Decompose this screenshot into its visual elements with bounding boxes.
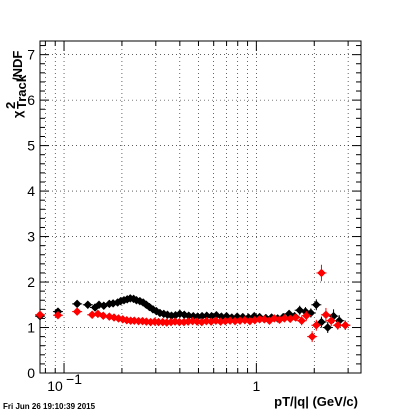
data-point <box>317 268 326 278</box>
axes <box>39 40 362 374</box>
data-point <box>35 310 45 320</box>
y-tick-label: 0 <box>27 365 35 381</box>
y-axis-title-suffix: /NDF <box>10 51 25 81</box>
data-point <box>291 313 300 322</box>
x-axis-title: pT/|q| (GeV/c) <box>274 394 358 409</box>
series-1 <box>35 264 351 343</box>
data-point <box>333 320 343 330</box>
data-point <box>321 310 331 320</box>
x-tick-labels: 10 −1 1 <box>47 371 260 394</box>
y-axis-title-subscript: Track <box>14 74 29 109</box>
y-axis-title-symbol: χ <box>10 110 25 118</box>
y-tick-label: 4 <box>27 183 35 199</box>
data-point <box>98 311 108 321</box>
data-point <box>72 307 82 316</box>
y-axis-title-superscript: 2 <box>3 102 18 109</box>
y-tick-label: 6 <box>27 92 35 108</box>
data-point <box>326 316 336 326</box>
data-point <box>302 311 311 321</box>
y-tick-label: 5 <box>27 138 35 154</box>
x-tick-label-exponent: −1 <box>66 371 82 387</box>
y-tick-label: 1 <box>27 320 35 336</box>
data-point <box>53 310 63 320</box>
data-point <box>297 316 307 326</box>
y-tick-labels: 0 1 2 3 4 5 6 7 <box>27 47 35 381</box>
timestamp: Fri Jun 26 19:10:39 2015 <box>3 402 96 411</box>
plot-frame <box>39 40 362 374</box>
data-point <box>323 323 333 332</box>
y-tick-label: 3 <box>27 229 35 245</box>
data-point <box>280 314 289 323</box>
x-tick-label: 10 −1 <box>47 371 82 394</box>
data-series <box>35 264 351 343</box>
y-axis-title: χ 2 Track /NDF <box>3 51 29 118</box>
data-point <box>83 300 93 310</box>
data-point <box>307 332 317 341</box>
axis-ticks <box>40 41 361 374</box>
y-tick-label: 7 <box>27 47 35 63</box>
data-point <box>295 305 305 315</box>
x-tick-label-base: 1 <box>252 378 260 394</box>
data-point <box>311 300 321 310</box>
data-point <box>340 320 350 330</box>
data-point <box>311 320 321 330</box>
x-tick-label: 1 <box>252 378 260 394</box>
y-tick-label: 2 <box>27 274 35 290</box>
x-tick-label-base: 10 <box>47 378 63 394</box>
